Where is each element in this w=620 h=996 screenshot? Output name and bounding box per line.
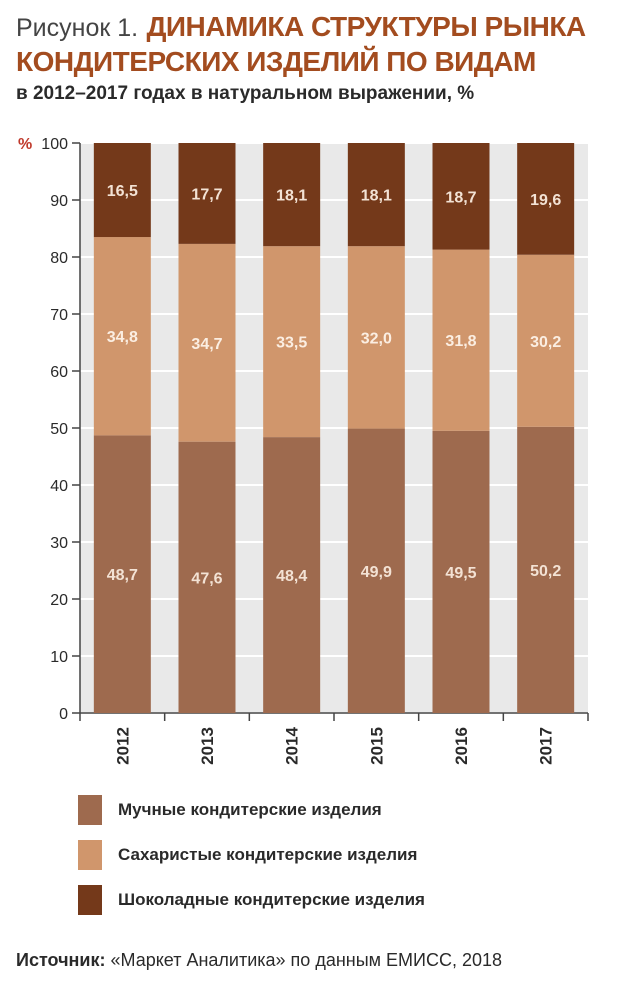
legend-item-sugar: Сахаристые кондитерские изделия: [78, 840, 598, 870]
source-text: «Маркет Аналитика» по данным ЕМИСС, 2018: [110, 950, 503, 970]
bar-flour-2016: [432, 430, 490, 713]
data-label-chocolate-2016: 18,7: [445, 189, 476, 206]
data-label-chocolate-2017: 19,6: [530, 192, 561, 209]
bar-sugar-2012: [93, 237, 151, 436]
bar-chocolate-2012: [93, 143, 151, 238]
bar-sugar-2013: [178, 243, 236, 442]
bar-chocolate-2014: [263, 143, 321, 247]
figure-label: Рисунок 1.: [16, 14, 139, 42]
y-tick-label: 70: [50, 307, 68, 324]
legend-label-chocolate: Шоколадные кондитерские изделия: [118, 890, 425, 909]
chart-subtitle: в 2012–2017 годах в натуральном выражени…: [16, 83, 475, 104]
source-label: Источник:: [16, 950, 106, 970]
x-tick-label-2012: 2012: [113, 727, 132, 765]
y-tick-label: 0: [59, 706, 68, 723]
legend-item-flour: Мучные кондитерские изделия: [78, 795, 598, 825]
bar-sugar-2014: [263, 246, 321, 438]
legend-label-flour: Мучные кондитерские изделия: [118, 800, 382, 819]
y-tick-label: 20: [50, 592, 68, 609]
data-label-flour-2015: 49,9: [361, 564, 392, 581]
bar-flour-2017: [517, 426, 575, 713]
bar-sugar-2016: [432, 249, 490, 431]
legend-swatch-chocolate: [78, 885, 102, 915]
x-tick-label-2014: 2014: [283, 726, 302, 764]
title-line-1: Рисунок 1. ДИНАМИКА СТРУКТУРЫ РЫНКА: [16, 10, 606, 45]
data-label-sugar-2013: 34,7: [191, 336, 222, 353]
chart-header: Рисунок 1. ДИНАМИКА СТРУКТУРЫ РЫНКА КОНД…: [16, 10, 606, 107]
data-label-sugar-2014: 33,5: [276, 335, 307, 352]
data-label-chocolate-2015: 18,1: [361, 188, 392, 205]
stacked-bar-chart: 0 10 20 30 40 50 60 70 80 90 100% 48,7 34,8 16,5 2012 4…: [18, 136, 589, 765]
bar-sugar-2015: [347, 246, 405, 429]
data-label-sugar-2016: 31,8: [445, 333, 476, 350]
data-label-sugar-2015: 32,0: [361, 330, 392, 347]
data-label-flour-2012: 48,7: [107, 567, 138, 584]
y-tick-label: 40: [50, 478, 68, 495]
chart-legend: Мучные кондитерские изделия Сахаристые к…: [78, 795, 598, 930]
bar-flour-2012: [93, 435, 151, 713]
legend-label-sugar: Сахаристые кондитерские изделия: [118, 845, 418, 864]
legend-item-chocolate: Шоколадные кондитерские изделия: [78, 885, 598, 915]
y-tick-label: 10: [50, 649, 68, 666]
data-label-sugar-2017: 30,2: [530, 334, 561, 351]
data-label-sugar-2012: 34,8: [107, 329, 138, 346]
data-label-chocolate-2014: 18,1: [276, 188, 307, 205]
bar-chocolate-2016: [432, 143, 490, 250]
bar-chocolate-2017: [517, 143, 575, 255]
x-tick-label-2013: 2013: [198, 727, 217, 765]
data-label-flour-2017: 50,2: [530, 563, 561, 580]
y-tick-label: 30: [50, 535, 68, 552]
bar-flour-2014: [263, 437, 321, 713]
y-tick-label: 100: [41, 136, 68, 153]
data-label-flour-2016: 49,5: [445, 565, 476, 582]
chart-title: ДИНАМИКА СТРУКТУРЫ РЫНКА: [146, 11, 586, 42]
source-note: Источник: «Маркет Аналитика» по данным Е…: [16, 950, 502, 971]
y-tick-label: 80: [50, 250, 68, 267]
legend-swatch-sugar: [78, 840, 102, 870]
bar-flour-2013: [178, 441, 236, 713]
x-tick-label-2015: 2015: [367, 727, 386, 765]
bar-flour-2015: [347, 428, 405, 713]
bar-sugar-2017: [517, 254, 575, 427]
data-label-chocolate-2012: 16,5: [107, 183, 138, 200]
x-tick-label-2016: 2016: [452, 727, 471, 765]
legend-swatch-flour: [78, 795, 102, 825]
y-tick-label: 50: [50, 421, 68, 438]
data-label-flour-2014: 48,4: [276, 568, 307, 585]
y-tick-label: 90: [50, 193, 68, 210]
x-tick-label-2017: 2017: [537, 727, 556, 765]
bar-chocolate-2013: [178, 143, 236, 244]
chart-title-continued: КОНДИТЕРСКИХ ИЗДЕЛИЙ ПО ВИДАМ: [16, 46, 536, 77]
y-axis-label: %: [18, 136, 32, 153]
y-tick-label: 60: [50, 364, 68, 381]
data-label-flour-2013: 47,6: [191, 570, 222, 587]
data-label-chocolate-2013: 17,7: [191, 186, 222, 203]
bar-chocolate-2015: [347, 143, 405, 247]
